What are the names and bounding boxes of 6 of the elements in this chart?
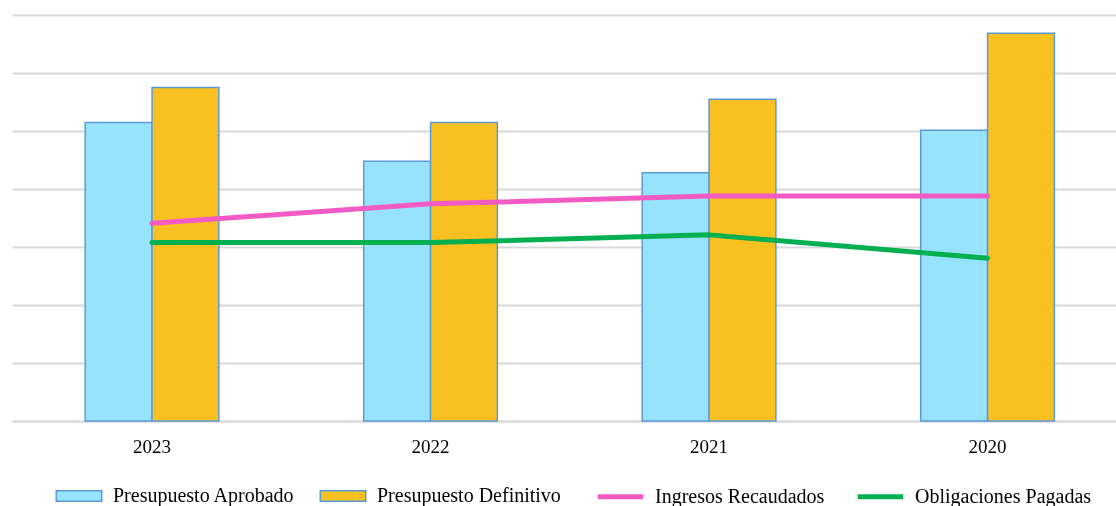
x-tick-label: 2020 [968, 435, 1007, 457]
x-tick-label: 2021 [690, 435, 729, 457]
legend-label: Presupuesto Aprobado [113, 484, 294, 506]
x-tick-label: 2023 [133, 435, 172, 457]
legend-label: Presupuesto Definitivo [377, 484, 561, 506]
x-tick-label: 2022 [411, 435, 450, 457]
